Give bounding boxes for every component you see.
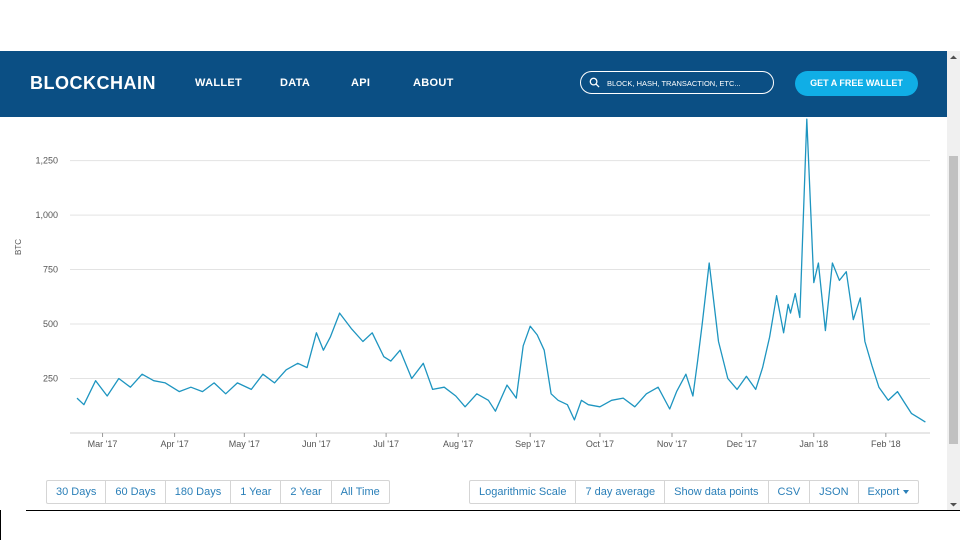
- search-box[interactable]: [580, 71, 774, 94]
- x-tick-label: Feb '18: [871, 439, 901, 449]
- logarithmic-scale-button[interactable]: Logarithmic Scale: [469, 480, 577, 504]
- range-1-year-button[interactable]: 1 Year: [230, 480, 282, 504]
- y-tick-label: 1,000: [35, 210, 58, 220]
- nav-link-about[interactable]: ABOUT: [413, 77, 454, 89]
- range-all-time-button[interactable]: All Time: [330, 480, 390, 504]
- x-tick-label: Jun '17: [302, 439, 331, 449]
- x-tick-label: Dec '17: [727, 439, 757, 449]
- search-input[interactable]: [605, 74, 769, 92]
- btc-line-chart: 250 500 750 1,000 1,250 Mar '17 Apr '17 May '17…: [14, 118, 930, 449]
- chart-area: 250 500 750 1,000 1,250 Mar '17 Apr '17 May '17…: [0, 117, 947, 510]
- show-data-points-button[interactable]: Show data points: [664, 480, 769, 504]
- search-icon: [589, 77, 600, 88]
- y-tick-label: 1,250: [35, 156, 58, 166]
- chart-options-group: Logarithmic Scale 7 day average Show dat…: [469, 480, 920, 504]
- nav-link-api[interactable]: API: [351, 77, 371, 89]
- scroll-up-arrow-icon[interactable]: [947, 51, 960, 64]
- window-left-border: [0, 510, 1, 540]
- x-tick-label: Oct '17: [586, 439, 614, 449]
- time-range-group: 30 Days 60 Days 180 Days 1 Year 2 Year A…: [46, 480, 390, 504]
- x-tick-label: May '17: [229, 439, 260, 449]
- y-tick-label: 250: [43, 374, 58, 384]
- top-blank-area: [0, 0, 960, 51]
- json-button[interactable]: JSON: [809, 480, 859, 504]
- nav-link-wallet[interactable]: WALLET: [195, 77, 243, 89]
- csv-button[interactable]: CSV: [767, 480, 811, 504]
- window-bottom-border: [26, 510, 960, 511]
- x-tick-label: Mar '17: [88, 439, 118, 449]
- x-tick-label: Sep '17: [515, 439, 545, 449]
- x-tick-label: Jul '17: [373, 439, 399, 449]
- get-wallet-button[interactable]: GET A FREE WALLET: [795, 71, 918, 96]
- scrollbar[interactable]: [947, 51, 960, 511]
- series-line: [76, 118, 926, 423]
- seven-day-average-button[interactable]: 7 day average: [575, 480, 666, 504]
- scrollbar-thumb[interactable]: [949, 156, 958, 444]
- x-tick-label: Jan '18: [799, 439, 828, 449]
- nav-link-data[interactable]: DATA: [280, 77, 311, 89]
- navbar: BLOCKCHAIN WALLET DATA API ABOUT GET A F…: [0, 51, 947, 117]
- x-tick-label: Nov '17: [657, 439, 687, 449]
- scroll-down-arrow-icon[interactable]: [947, 498, 960, 511]
- y-axis-label: BTC: [14, 239, 23, 255]
- x-tick-label: Apr '17: [160, 439, 188, 449]
- range-30-days-button[interactable]: 30 Days: [46, 480, 107, 504]
- caret-down-icon: [903, 490, 910, 495]
- range-2-year-button[interactable]: 2 Year: [280, 480, 332, 504]
- export-dropdown-button[interactable]: Export: [857, 480, 920, 504]
- logo[interactable]: BLOCKCHAIN: [30, 73, 156, 93]
- y-tick-label: 500: [43, 319, 58, 329]
- y-tick-label: 750: [43, 265, 58, 275]
- x-tick-label: Aug '17: [443, 439, 473, 449]
- range-180-days-button[interactable]: 180 Days: [164, 480, 232, 504]
- export-label: Export: [867, 486, 900, 498]
- range-60-days-button[interactable]: 60 Days: [105, 480, 166, 504]
